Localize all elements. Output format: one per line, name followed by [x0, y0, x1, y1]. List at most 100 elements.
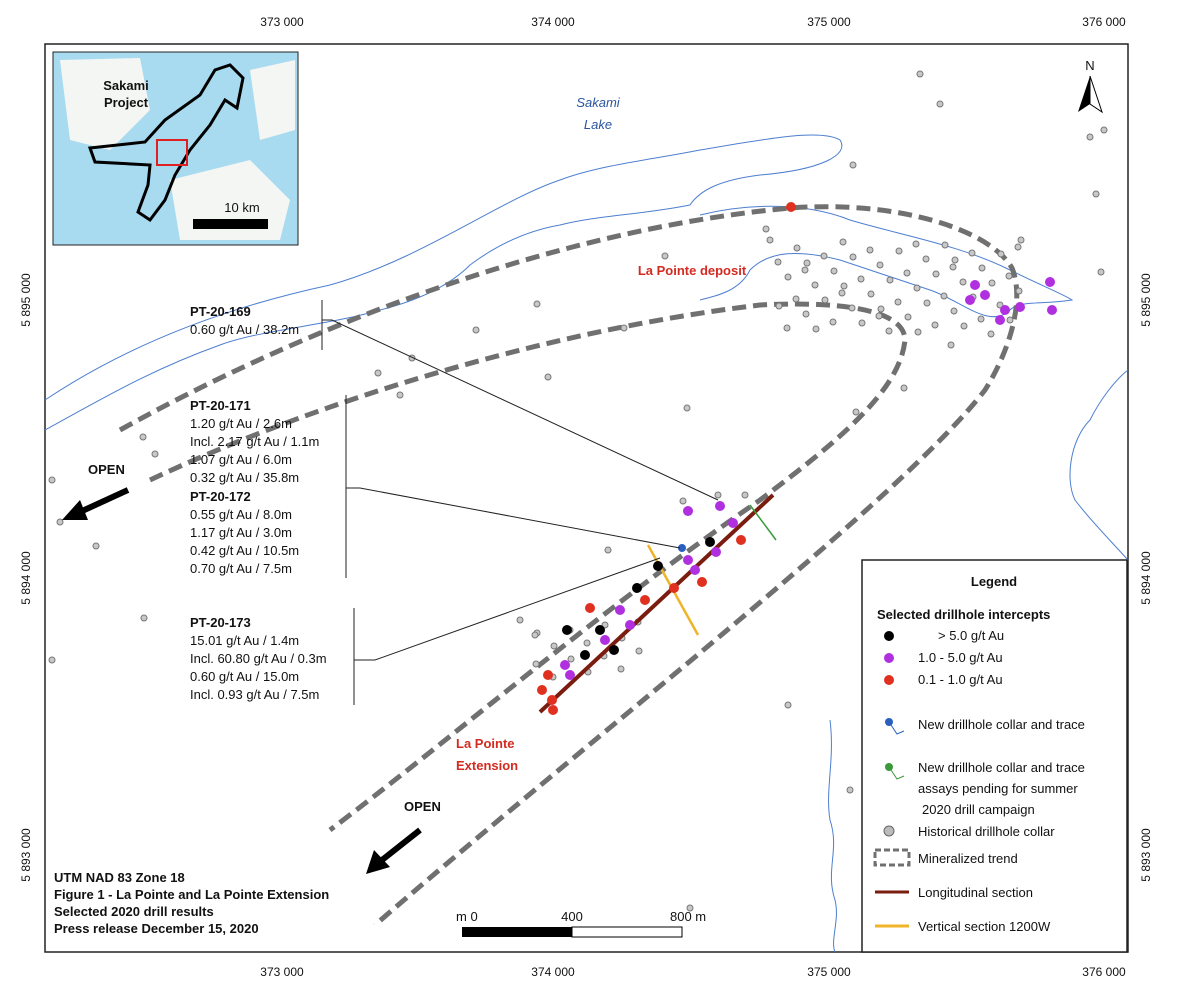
drill-intercepts: [537, 277, 1057, 715]
historical-collar: [923, 299, 931, 307]
lake-label: Lake: [584, 117, 612, 132]
intercept-dot: [585, 603, 595, 613]
shoreline: [828, 719, 837, 953]
open-label: OPEN: [88, 462, 125, 477]
intercept-dot: [786, 202, 796, 212]
historical-collar: [533, 300, 541, 308]
historical-collar: [661, 252, 669, 260]
historical-collar: [950, 307, 958, 315]
historical-collar: [886, 276, 894, 284]
scale-label: 400: [561, 909, 583, 924]
intercept-dot: [683, 506, 693, 516]
intercept-result: Incl. 0.93 g/t Au / 7.5m: [190, 687, 319, 702]
inset-scale-label: 10 km: [224, 200, 259, 215]
inset-scale-bar: [193, 219, 268, 229]
easting-label: 374 000: [531, 965, 575, 979]
historical-collar: [936, 100, 944, 108]
historical-collar: [849, 253, 857, 261]
historical-collar: [913, 284, 921, 292]
legend-symbol: [888, 721, 905, 735]
new-collar: [678, 544, 686, 552]
historical-collar: [775, 302, 783, 310]
north-arrow: [1089, 75, 1103, 114]
easting-label: 375 000: [807, 965, 851, 979]
intercept-dot: [980, 290, 990, 300]
historical-collar: [1097, 268, 1105, 276]
historical-collar: [829, 318, 837, 326]
northing-label: 5 895 000: [19, 273, 33, 327]
legend-label: > 5.0 g/t Au: [938, 628, 1004, 643]
inset-locator: [156, 139, 188, 166]
historical-collar: [714, 491, 722, 499]
historical-collar: [396, 391, 404, 399]
historical-collar: [1014, 243, 1022, 251]
historical-collar: [803, 259, 811, 267]
intercept-dot: [640, 595, 650, 605]
hole-id: PT-20-169: [190, 304, 251, 319]
legend-label: New drillhole collar and trace: [918, 760, 1085, 775]
historical-collar: [903, 269, 911, 277]
intercept-result: 15.01 g/t Au / 1.4m: [190, 633, 299, 648]
intercept-result: 0.70 g/t Au / 7.5m: [190, 561, 292, 576]
historical-collar: [550, 642, 558, 650]
historical-collar: [866, 246, 874, 254]
easting-label: 374 000: [531, 15, 575, 29]
intercept-dot: [970, 280, 980, 290]
historical-collar: [914, 328, 922, 336]
legend-label: assays pending for summer: [918, 781, 1078, 796]
historical-collar: [988, 279, 996, 287]
easting-label: 375 000: [807, 15, 851, 29]
intercept-dot: [697, 577, 707, 587]
scale-bar: [571, 926, 683, 938]
leader-line: [345, 395, 681, 578]
intercept-dot: [562, 625, 572, 635]
historical-collar: [820, 252, 828, 260]
legend-label: Vertical section 1200W: [918, 919, 1051, 934]
historical-collar: [516, 616, 524, 624]
historical-collar: [904, 313, 912, 321]
mineralized-trend: [118, 204, 1020, 927]
historical-collar: [940, 292, 948, 300]
easting-label: 376 000: [1082, 15, 1126, 29]
historical-collar: [839, 238, 847, 246]
caption-line: Figure 1 - La Pointe and La Pointe Exten…: [54, 887, 329, 902]
historical-collar: [947, 341, 955, 349]
legend-label: Mineralized trend: [918, 851, 1018, 866]
legend-title: Legend: [971, 574, 1017, 589]
historical-collar: [848, 304, 856, 312]
historical-collar: [683, 404, 691, 412]
historical-collar: [949, 263, 957, 271]
intercept-dot: [548, 705, 558, 715]
historical-collar: [784, 701, 792, 709]
intercept-dot: [669, 583, 679, 593]
longitudinal-section: [538, 493, 775, 714]
inset-title: Project: [104, 95, 149, 110]
historical-collar: [783, 324, 791, 332]
historical-collar: [811, 281, 819, 289]
northing-label: 5 894 000: [19, 551, 33, 605]
caption-line: UTM NAD 83 Zone 18: [54, 870, 185, 885]
historical-collar: [1092, 190, 1100, 198]
intercept-result: 0.60 g/t Au / 38.2m: [190, 322, 299, 337]
intercept-dot: [1045, 277, 1055, 287]
intercept-result: 0.32 g/t Au / 35.8m: [190, 470, 299, 485]
intercept-dot: [600, 635, 610, 645]
historical-collar: [894, 298, 902, 306]
northing-label: 5 894 000: [1139, 551, 1153, 605]
historical-collar: [931, 321, 939, 329]
intercept-dot: [609, 645, 619, 655]
historical-collar: [793, 244, 801, 252]
historical-collar: [857, 275, 865, 283]
historical-collar: [762, 225, 770, 233]
hole-id: PT-20-172: [190, 489, 251, 504]
inset-map: Sakami Project 10 km: [52, 51, 299, 246]
historical-collar: [978, 264, 986, 272]
legend-symbol: [888, 766, 905, 780]
historical-collar: [849, 161, 857, 169]
extension-label: La Pointe: [456, 736, 515, 751]
historical-collar: [987, 330, 995, 338]
inset-title: Sakami: [103, 78, 149, 93]
historical-collar: [48, 476, 56, 484]
intercept-dot: [615, 605, 625, 615]
hole-id: PT-20-173: [190, 615, 251, 630]
